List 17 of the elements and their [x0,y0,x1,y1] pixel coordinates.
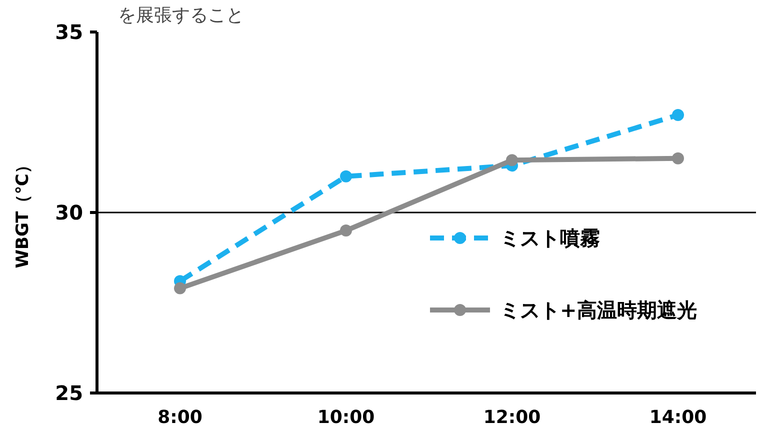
point [340,170,352,182]
x-tick-label: 8:00 [158,407,202,428]
y-tick-label: 35 [55,20,83,44]
legend-label: ミスト噴霧 [500,226,600,250]
point [672,152,684,164]
y-tick-label: 25 [55,381,83,405]
point [174,282,186,294]
point [672,109,684,122]
y-tick-label: 30 [55,200,83,224]
y-axis-title: WBGT（℃） [13,156,33,268]
text: を展張すること [118,5,244,26]
point [506,154,518,166]
x-tick-label: 14:00 [649,407,707,428]
point [340,224,352,237]
legend-label: ミスト+高温時期遮光 [500,298,697,322]
x-tick-label: 12:00 [483,407,541,428]
x-tick-label: 10:00 [317,407,375,428]
